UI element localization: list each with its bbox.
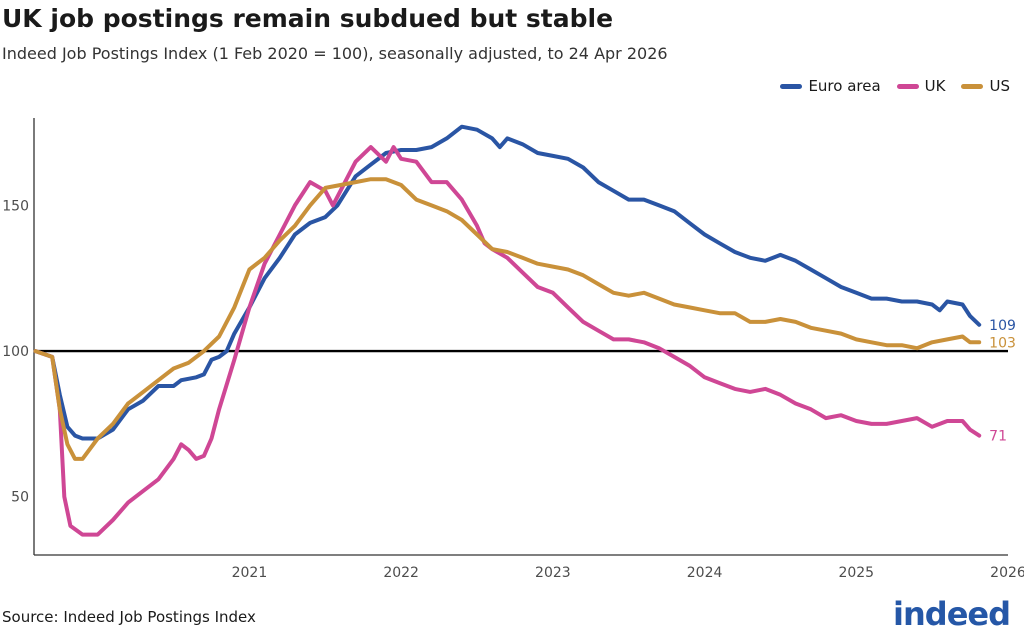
x-tick-label: 2026: [990, 565, 1024, 581]
x-tick-label: 2024: [687, 565, 723, 581]
end-label-uk: 71: [989, 429, 1007, 445]
legend-item-euro-area: Euro area: [780, 77, 881, 95]
chart-title: UK job postings remain subdued but stabl…: [2, 4, 614, 33]
y-tick-label: 100: [2, 344, 29, 360]
x-tick-label: 2023: [535, 565, 571, 581]
legend-label-euro-area: Euro area: [808, 77, 881, 95]
end-label-us: 103: [989, 335, 1016, 351]
legend-swatch-uk: [896, 83, 919, 89]
legend-item-uk: UK: [896, 77, 946, 95]
chart-end-labels: 109 71 103: [989, 318, 1016, 445]
logo-text: indeed: [893, 595, 1011, 633]
legend-item-us: US: [961, 77, 1010, 95]
indeed-logo: indeed: [893, 590, 1011, 633]
chart-series: [33, 124, 982, 537]
series-line-us: [33, 177, 982, 461]
x-tick-label: 2025: [838, 565, 874, 581]
legend-swatch-us: [961, 83, 984, 89]
chart-axes: 50 100 150 2021 2022 2023 2024 2025 2026: [2, 118, 1024, 581]
legend-swatch-euro-area: [780, 83, 803, 89]
end-label-euro-area: 109: [989, 318, 1016, 334]
chart-subtitle: Indeed Job Postings Index (1 Feb 2020 = …: [2, 44, 668, 63]
x-tick-label: 2021: [232, 565, 268, 581]
y-tick-label: 150: [2, 198, 29, 214]
x-tick-label: 2022: [383, 565, 419, 581]
series-line-euro-area: [33, 124, 982, 441]
legend-label-us: US: [989, 77, 1010, 95]
legend: Euro area UK US: [780, 77, 1010, 95]
source-note: Source: Indeed Job Postings Index: [2, 608, 256, 626]
legend-label-uk: UK: [924, 77, 946, 95]
y-tick-label: 50: [11, 490, 29, 506]
series-line-uk: [33, 145, 982, 537]
